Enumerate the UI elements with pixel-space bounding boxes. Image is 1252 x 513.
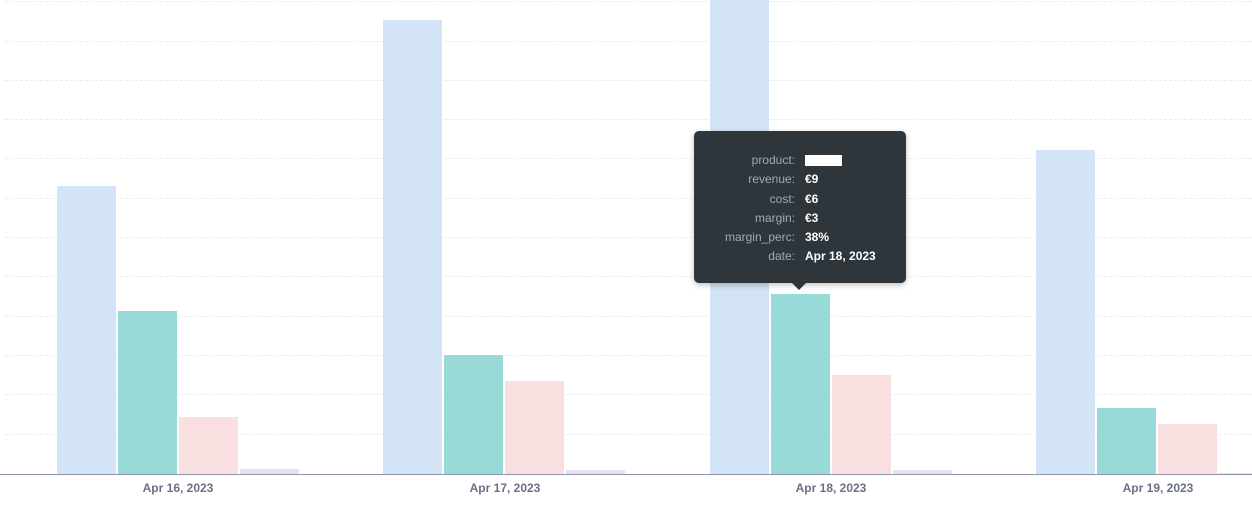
gridline <box>5 434 1252 435</box>
tooltip-key: margin_perc: <box>724 230 795 244</box>
tooltip-value: 38% <box>805 230 830 244</box>
bar-series-3-apr16[interactable] <box>179 417 238 474</box>
tooltip-row-margin-perc: margin_perc: 38% <box>694 230 906 249</box>
bar-series-3-apr18[interactable] <box>832 375 891 474</box>
x-tick-label: Apr 17, 2023 <box>469 481 541 495</box>
x-tick-label: Apr 16, 2023 <box>142 481 214 495</box>
tooltip-key: product: <box>751 153 795 167</box>
bar-series-1-apr17[interactable] <box>383 20 442 474</box>
tooltip-key: margin: <box>754 211 795 225</box>
tooltip-key: date: <box>768 249 795 263</box>
tooltip-key: revenue: <box>748 172 795 186</box>
gridline <box>5 1 1252 2</box>
gridline <box>5 80 1252 81</box>
bar-series-2-apr19[interactable] <box>1097 408 1156 474</box>
x-tick-label: Apr 19, 2023 <box>1122 481 1194 495</box>
bar-series-4-apr19[interactable] <box>1219 473 1252 474</box>
gridline <box>5 119 1252 120</box>
bar-series-2-apr18[interactable] <box>771 294 830 474</box>
tooltip-arrow <box>792 283 806 290</box>
gridline <box>5 355 1252 356</box>
tooltip-row-revenue: revenue: €9 <box>694 172 906 191</box>
gridline <box>5 394 1252 395</box>
tooltip-key: cost: <box>769 192 795 206</box>
gridline <box>5 237 1252 238</box>
bar-series-3-apr19[interactable] <box>1158 424 1217 474</box>
tooltip-value-redacted <box>805 153 842 167</box>
bar-series-1-apr16[interactable] <box>57 186 116 474</box>
bar-series-2-apr17[interactable] <box>444 355 503 474</box>
bar-series-3-apr17[interactable] <box>505 381 564 474</box>
bar-series-4-apr17[interactable] <box>566 470 625 474</box>
x-axis-line <box>0 474 1252 475</box>
tooltip-row-margin: margin: €3 <box>694 211 906 230</box>
redacted-block <box>805 155 842 167</box>
bar-series-4-apr18[interactable] <box>893 470 952 474</box>
bar-series-4-apr16[interactable] <box>240 469 299 474</box>
gridline <box>5 41 1252 42</box>
gridline <box>5 158 1252 159</box>
tooltip-value: €3 <box>805 211 819 225</box>
gridline <box>5 276 1252 277</box>
tooltip-row-date: date: Apr 18, 2023 <box>694 249 906 268</box>
bar-series-1-apr19[interactable] <box>1036 150 1095 474</box>
tooltip-value: €6 <box>805 192 819 206</box>
bar-series-2-apr16[interactable] <box>118 311 177 474</box>
chart-tooltip: product: revenue: €9 cost: €6 margin: €3… <box>694 131 906 290</box>
gridline <box>5 316 1252 317</box>
tooltip-value: Apr 18, 2023 <box>805 249 876 263</box>
tooltip-row-cost: cost: €6 <box>694 192 906 211</box>
tooltip-value: €9 <box>805 172 819 186</box>
gridline <box>5 198 1252 199</box>
tooltip-row-product: product: <box>694 153 906 172</box>
x-tick-label: Apr 18, 2023 <box>795 481 867 495</box>
